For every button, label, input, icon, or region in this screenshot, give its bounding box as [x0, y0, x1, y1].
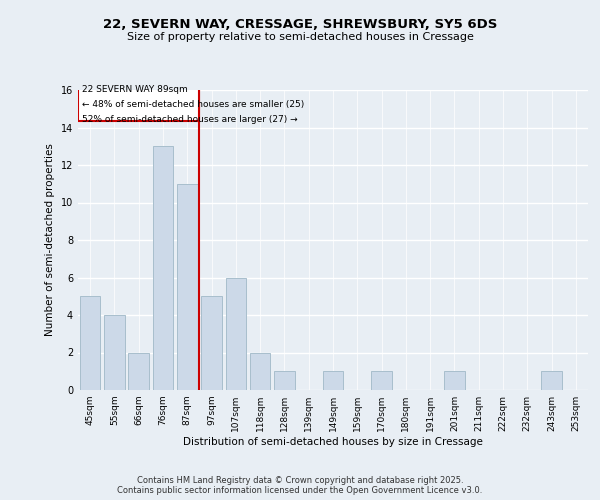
Bar — [250, 352, 271, 390]
Bar — [226, 278, 246, 390]
Text: ← 48% of semi-detached houses are smaller (25): ← 48% of semi-detached houses are smalle… — [82, 100, 304, 110]
Text: 22, SEVERN WAY, CRESSAGE, SHREWSBURY, SY5 6DS: 22, SEVERN WAY, CRESSAGE, SHREWSBURY, SY… — [103, 18, 497, 30]
Bar — [177, 184, 197, 390]
Bar — [128, 352, 149, 390]
Bar — [80, 296, 100, 390]
Text: 52% of semi-detached houses are larger (27) →: 52% of semi-detached houses are larger (… — [82, 116, 297, 124]
Bar — [323, 371, 343, 390]
Text: Size of property relative to semi-detached houses in Cressage: Size of property relative to semi-detach… — [127, 32, 473, 42]
X-axis label: Distribution of semi-detached houses by size in Cressage: Distribution of semi-detached houses by … — [183, 437, 483, 447]
Bar — [371, 371, 392, 390]
Text: Contains HM Land Registry data © Crown copyright and database right 2025.
Contai: Contains HM Land Registry data © Crown c… — [118, 476, 482, 495]
Bar — [274, 371, 295, 390]
Bar — [201, 296, 222, 390]
Bar — [152, 146, 173, 390]
Bar — [78, 80, 199, 121]
Text: 22 SEVERN WAY 89sqm: 22 SEVERN WAY 89sqm — [82, 86, 187, 94]
Bar — [104, 315, 125, 390]
Bar — [444, 371, 465, 390]
Bar — [541, 371, 562, 390]
Y-axis label: Number of semi-detached properties: Number of semi-detached properties — [45, 144, 55, 336]
